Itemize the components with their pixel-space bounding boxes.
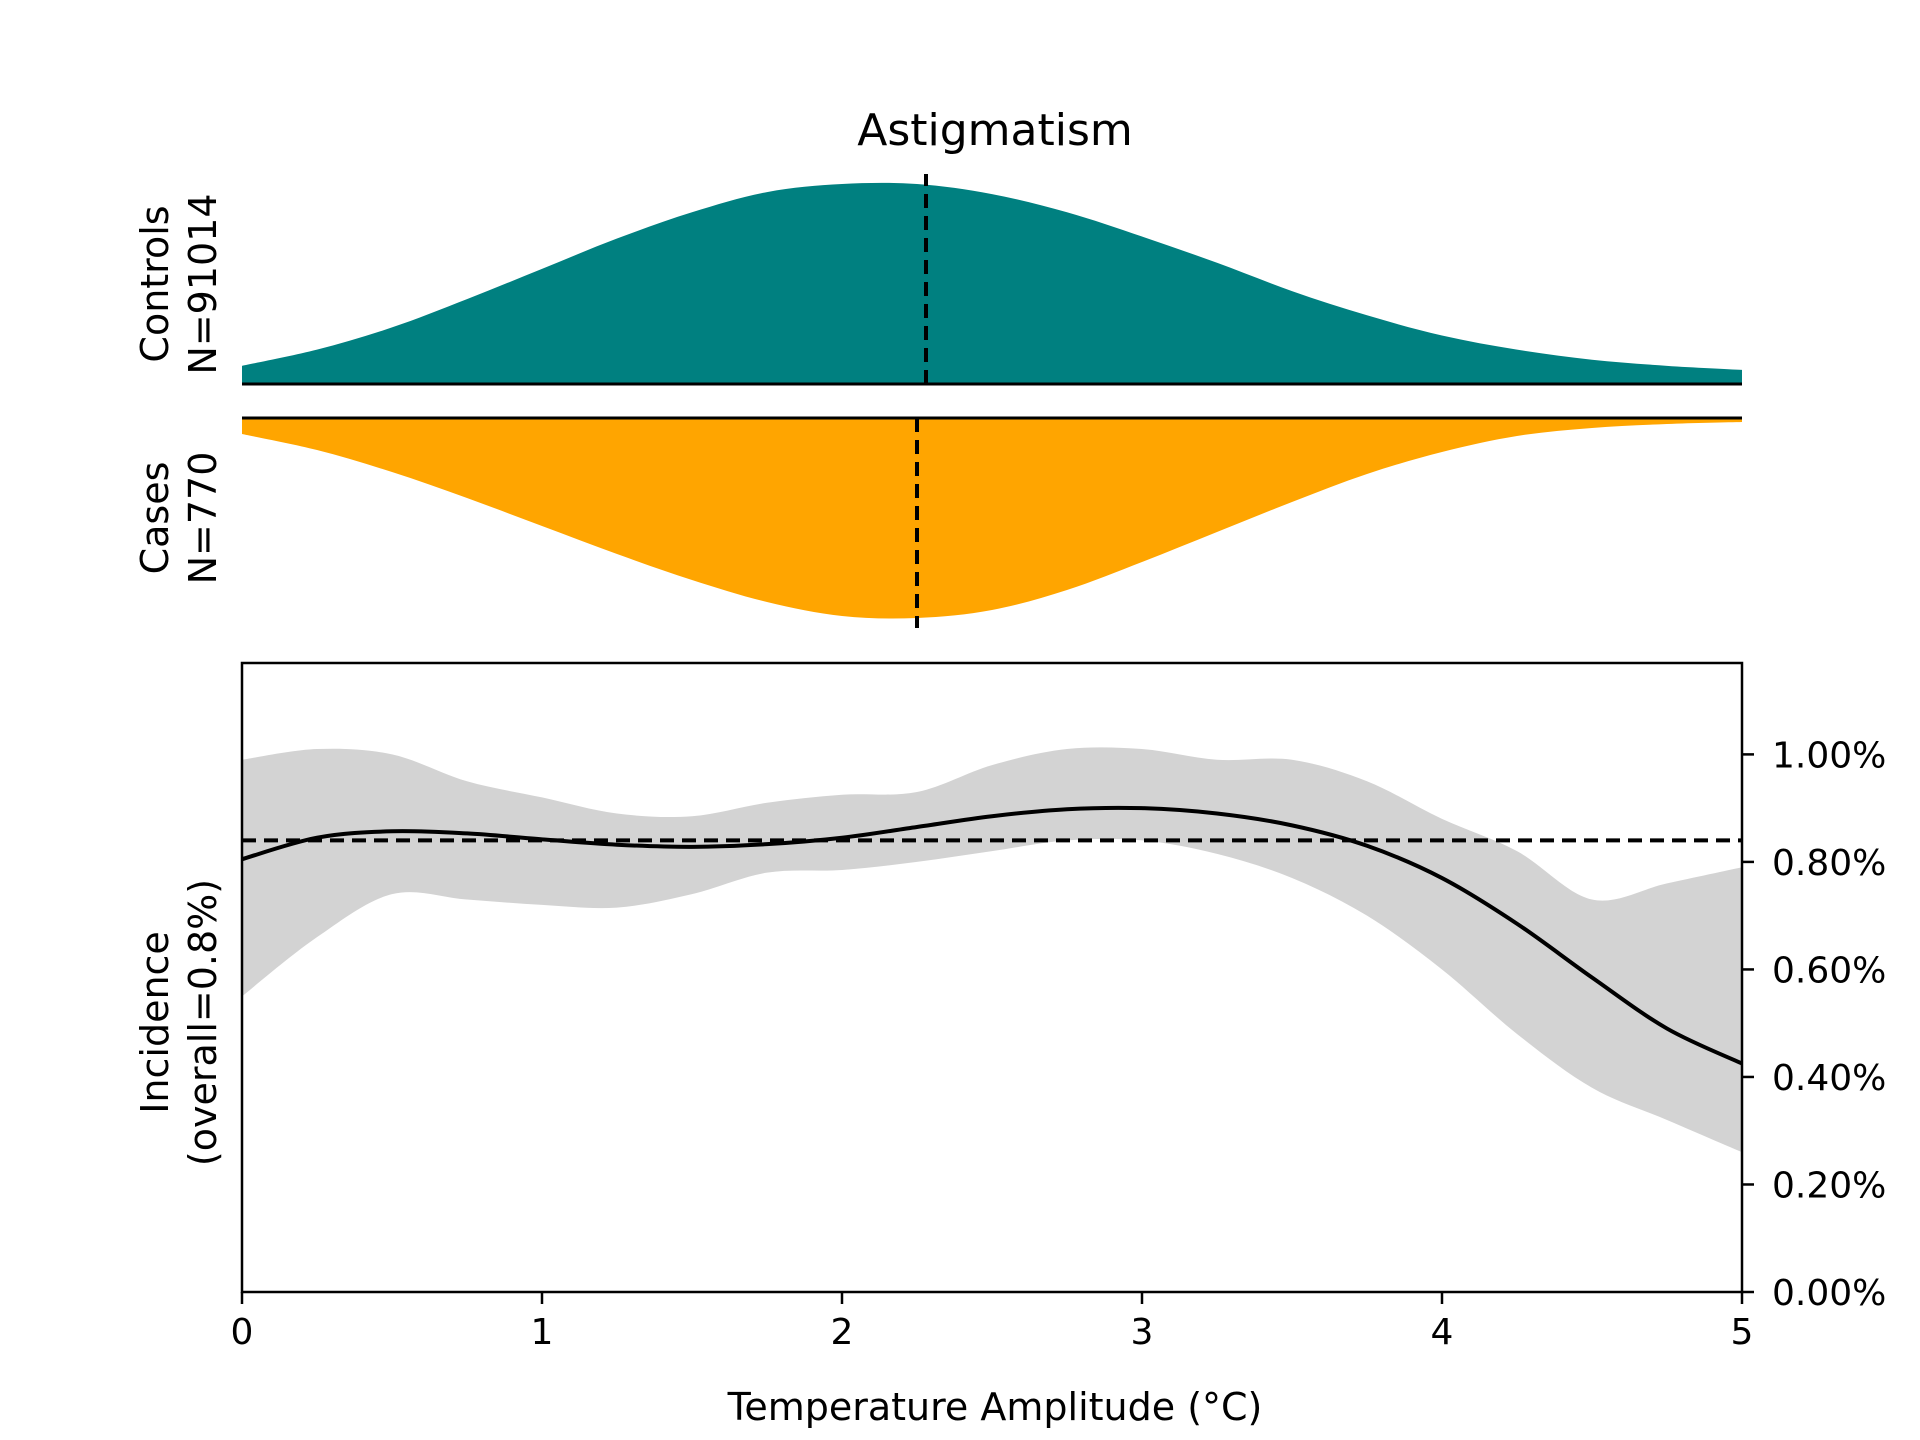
density-panels: Controls N=91014 Cases N=770 [133,174,1742,628]
cases-label: Cases [133,462,177,575]
y-tick-label: 0.60% [1772,950,1886,991]
y-tick-label: 1.00% [1772,735,1886,776]
y-tick-label: 0.00% [1772,1273,1886,1314]
x-tick-label: 2 [831,1312,854,1353]
incidence-frame [240,661,1744,1294]
y-tick-label: 0.20% [1772,1165,1886,1206]
x-tick-label: 4 [1431,1312,1454,1353]
y-tick-label: 0.80% [1772,843,1886,884]
controls-density-area [242,182,1742,384]
incidence-overall-label: (overall=0.8%) [181,879,225,1166]
cases-density-panel: Cases N=770 [133,416,1742,628]
controls-density-panel: Controls N=91014 [133,174,1742,386]
x-tick-label: 1 [531,1312,554,1353]
chart-title: Astigmatism [857,105,1133,156]
x-tick-label: 0 [231,1312,254,1353]
incidence-panel: 0 1 2 3 4 5 0.00% 0.20% 0.40% 0.60% 0.80% 1.00% Inci… [133,661,1886,1353]
controls-count-label: N=91014 [181,193,225,374]
y-tick-label: 0.40% [1772,1058,1886,1099]
incidence-line [241,805,1743,1066]
confidence-band [242,747,1742,1153]
incidence-axis-label: Incidence [133,931,177,1114]
cases-density-area [242,418,1742,619]
cases-count-label: N=770 [181,452,225,585]
x-tick-label: 3 [1131,1312,1154,1353]
x-axis-label: Temperature Amplitude (°C) [727,1385,1263,1429]
x-tick-label: 5 [1731,1312,1754,1353]
controls-label: Controls [133,205,177,362]
